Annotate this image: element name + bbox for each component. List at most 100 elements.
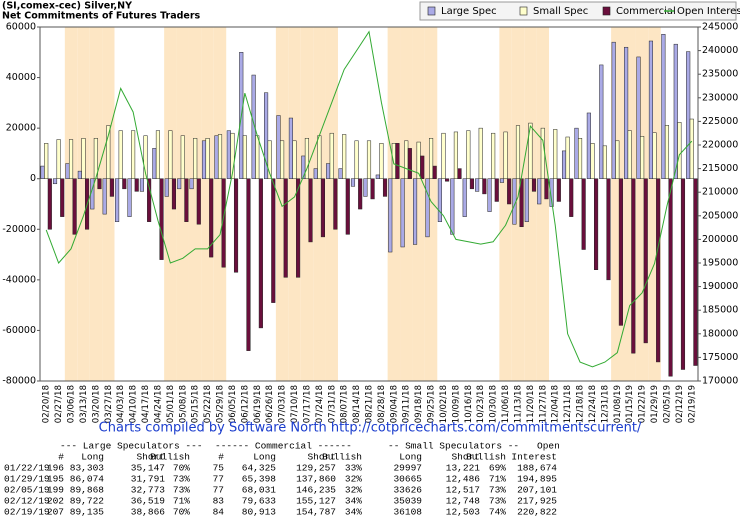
- bar: [661, 33, 666, 179]
- bar: [329, 132, 334, 179]
- bar: [537, 178, 542, 205]
- stripe: [400, 27, 413, 381]
- y2-tick-label: 175000: [702, 352, 738, 363]
- bar: [97, 178, 102, 190]
- bar: [134, 178, 139, 192]
- table-cell: 13,221: [446, 463, 481, 474]
- table-date: 02/19/19: [4, 507, 50, 516]
- table-cell: 70%: [173, 463, 190, 474]
- bar: [363, 178, 368, 197]
- y2-tick-label: 170000: [702, 376, 738, 387]
- table-cell: 12,748: [446, 496, 481, 507]
- legend-label: Small Spec: [533, 6, 588, 17]
- table-column-header: Interest: [511, 452, 557, 463]
- bar: [594, 178, 599, 270]
- x-tick-label: 11/06/18: [501, 385, 511, 423]
- bar: [553, 129, 558, 179]
- bar: [494, 178, 499, 202]
- table-cell: 38,866: [131, 507, 166, 516]
- bar: [370, 178, 375, 200]
- legend-swatch: [519, 6, 528, 16]
- bar: [317, 135, 322, 179]
- legend-label: Commercial: [616, 6, 676, 17]
- bar: [354, 140, 359, 179]
- table-cell: 89,722: [70, 496, 105, 507]
- table-cell: 74%: [489, 507, 506, 516]
- bar: [230, 132, 235, 179]
- bar: [407, 148, 412, 179]
- chart-title: (SI,comex-cec) Silver,NY: [2, 1, 132, 12]
- bar: [640, 136, 645, 179]
- bar: [233, 178, 239, 273]
- x-tick-label: 03/20/18: [91, 385, 101, 423]
- lines: [45, 30, 693, 368]
- bar: [251, 74, 256, 179]
- table-cell: 75: [213, 463, 225, 474]
- y-tick-label: -60000: [2, 325, 36, 336]
- bar: [147, 178, 152, 222]
- table-cell: 83,303: [70, 463, 105, 474]
- stripe: [300, 27, 314, 381]
- stripe: [188, 27, 202, 381]
- x-tick-label: 10/30/18: [489, 385, 499, 423]
- bar: [636, 56, 641, 179]
- stripe: [102, 27, 115, 381]
- x-tick-label: 02/20/18: [42, 385, 52, 423]
- bar: [565, 136, 570, 179]
- y-tick-label: 0: [30, 173, 36, 184]
- table-cell: 79,633: [242, 496, 277, 507]
- x-tick-label: 01/29/19: [650, 385, 660, 423]
- x-tick-label: 06/26/18: [265, 385, 275, 423]
- y2-tick-label: 225000: [702, 116, 738, 127]
- bar: [301, 155, 306, 179]
- bar: [515, 125, 521, 179]
- y2-tick-label: 200000: [702, 234, 738, 245]
- table-date: 02/05/19: [4, 485, 50, 496]
- bar: [503, 131, 508, 179]
- bar: [118, 130, 123, 179]
- bar: [457, 168, 462, 179]
- bar: [652, 132, 657, 179]
- y2-tick-label: 210000: [702, 187, 738, 198]
- table-cell: 207,101: [517, 485, 557, 496]
- x-tick-label: 09/11/18: [402, 385, 412, 423]
- bars: [40, 33, 698, 377]
- bar: [569, 178, 574, 217]
- x-tick-label: 04/10/18: [129, 385, 139, 423]
- bar: [677, 122, 682, 179]
- y-tick-label: 40000: [6, 72, 36, 83]
- x-tick-label: 01/08/19: [613, 385, 623, 423]
- table-column-header: Short: [136, 452, 165, 463]
- table-column-header: Long: [81, 452, 104, 463]
- table-column-header: #: [218, 452, 224, 463]
- bar: [320, 178, 325, 238]
- table-cell: 30665: [393, 474, 422, 485]
- x-tick-label: 11/20/18: [526, 385, 536, 423]
- bar: [264, 92, 269, 179]
- x-tick-label: 10/09/18: [451, 385, 461, 423]
- table-cell: 188,674: [517, 463, 557, 474]
- bar: [462, 178, 467, 217]
- bar: [65, 163, 70, 179]
- bar: [350, 178, 356, 187]
- table-cell: 68,031: [242, 485, 277, 496]
- y-tick-label: -40000: [2, 274, 36, 285]
- table-cell: 35039: [393, 496, 422, 507]
- table-cell: 196: [47, 463, 64, 474]
- table-cell: 73%: [489, 485, 506, 496]
- x-tick-label: 03/27/18: [104, 385, 114, 423]
- bar: [574, 127, 579, 179]
- x-tick-label: 05/01/18: [166, 385, 176, 423]
- bar: [44, 143, 49, 179]
- x-tick-label: 07/17/18: [302, 385, 312, 423]
- x-tick-label: 12/18/18: [576, 385, 586, 423]
- x-tick-label: 05/08/18: [178, 385, 188, 423]
- table-date: 01/29/19: [4, 474, 50, 485]
- bar: [217, 134, 223, 179]
- bar: [168, 130, 173, 179]
- stripe: [387, 27, 401, 381]
- bar: [313, 168, 318, 179]
- table-group-header: -- Small Speculators --: [388, 441, 519, 452]
- table-column-header: Bullish: [322, 452, 362, 463]
- bar: [68, 139, 74, 179]
